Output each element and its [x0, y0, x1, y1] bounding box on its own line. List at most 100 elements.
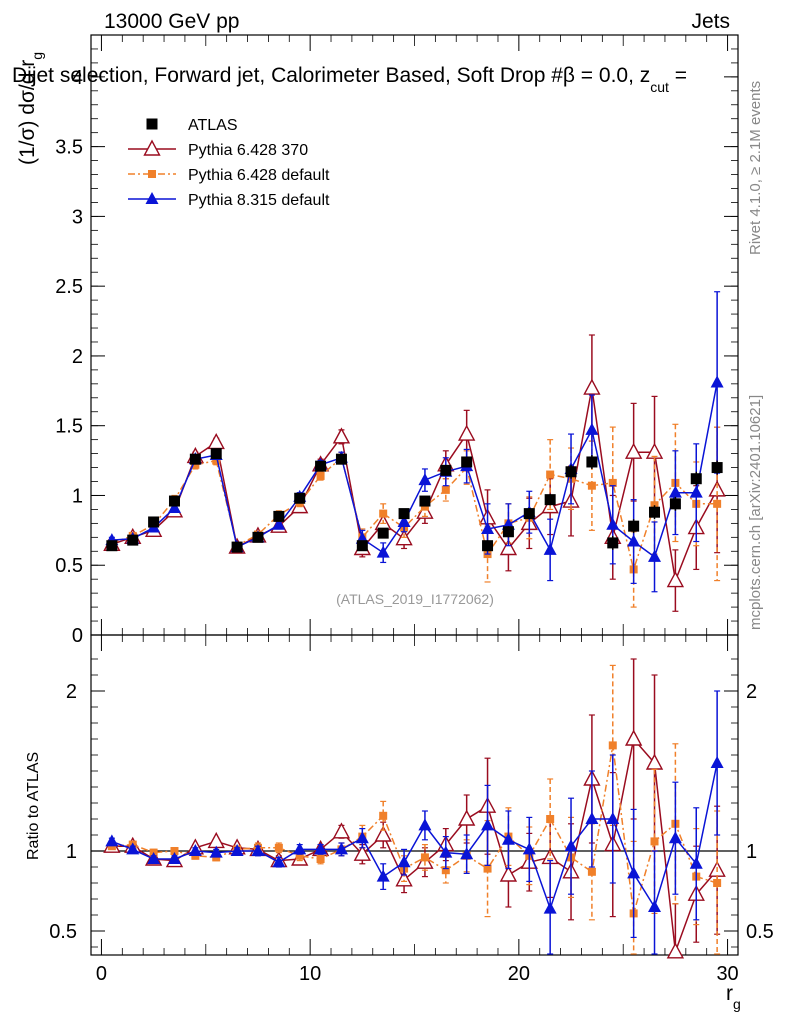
main-point-pythia-6-428-370 [666, 571, 685, 588]
main-y-tick-label: 3 [72, 206, 83, 228]
main-point-atlas [335, 453, 347, 465]
main-point-pythia-6-428-370 [583, 378, 601, 395]
main-point-pythia-8-315-default [668, 485, 682, 498]
main-point-pythia-6-428-370 [458, 424, 476, 441]
main-y-tick-label: 1.5 [55, 416, 83, 438]
ratio-x-tick-label: 0 [96, 963, 107, 985]
main-point-atlas [189, 453, 201, 465]
mcplots-label: mcplots.cern.ch [arXiv:2401.10621] [747, 395, 764, 630]
main-point-pythia-6-428-default [316, 471, 325, 480]
main-point-pythia-6-428-default [546, 470, 555, 479]
main-point-pythia-6-428-default [212, 456, 221, 465]
ratio-point-pythia-6-428-default [441, 866, 450, 875]
ratio-point-pythia-8-315-default [627, 866, 641, 879]
ratio-point-pythia-6-428-370 [624, 729, 643, 746]
plot-title-tail: = [669, 64, 687, 87]
ratio-point-pythia-8-315-default [585, 812, 599, 824]
legend-marker [145, 192, 159, 204]
ratio-x-tick-label: 30 [716, 963, 738, 985]
ratio-point-pythia-6-428-default [608, 741, 617, 750]
ratio-y-axis-label: Ratio to ATLAS [25, 752, 42, 860]
ratio-point-pythia-6-428-default [546, 815, 555, 823]
main-point-pythia-8-315-default [481, 521, 495, 534]
ratio-point-pythia-8-315-default [439, 845, 453, 858]
ratio-point-pythia-6-428-370 [207, 831, 225, 849]
ratio-point-pythia-8-315-default [293, 842, 307, 855]
ratio-point-pythia-6-428-default [587, 867, 596, 876]
main-point-pythia-6-428-default [713, 499, 722, 508]
main-point-atlas [273, 510, 285, 522]
legend-marker [143, 139, 161, 156]
main-point-pythia-8-315-default [543, 542, 557, 555]
ratio-point-pythia-6-428-370 [499, 865, 518, 882]
main-point-atlas [315, 460, 327, 472]
ratio-x-tick-label: 10 [299, 963, 321, 985]
legend-marker [146, 118, 158, 130]
main-point-pythia-8-315-default [606, 517, 620, 530]
ratio-panel-frame [90, 634, 739, 956]
main-point-pythia-8-315-default [272, 517, 286, 530]
main-y-tick-label: 3.5 [55, 137, 83, 159]
ratio-point-pythia-8-315-default [648, 900, 662, 912]
legend: ATLAS Pythia 6.428 370 Pythia 6.428 defaul… [128, 117, 330, 209]
main-point-pythia-6-428-default [608, 478, 617, 487]
ratio-point-pythia-6-428-default [295, 851, 304, 860]
main-point-atlas [690, 473, 702, 485]
ratio-point-pythia-8-315-default [606, 812, 620, 824]
main-y-tick-label: 2 [72, 346, 83, 368]
main-point-pythia-6-428-default [420, 502, 429, 511]
plot-title: Dijet selection, Forward jet, Calorimete… [12, 64, 687, 95]
ratio-point-pythia-8-315-default [188, 844, 202, 856]
main-point-atlas [252, 531, 264, 543]
main-point-pythia-6-428-370 [624, 442, 643, 459]
ratio-point-pythia-8-315-default [167, 852, 181, 864]
main-point-atlas [482, 540, 494, 552]
ratio-point-pythia-6-428-default [274, 843, 283, 852]
main-y-tick-label: 1 [72, 485, 83, 507]
main-y-tick-label: 4 [72, 67, 83, 89]
main-series-group [103, 291, 726, 612]
ratio-point-pythia-8-315-default [710, 756, 724, 768]
ratio-y-tick-label: 1 [66, 841, 77, 863]
main-point-pythia-6-428-370 [207, 432, 225, 450]
ratio-series-line-pythia-6-428-370 [111, 737, 718, 953]
ratio-y-tick-label: 0.5 [49, 921, 77, 943]
legend-marker [148, 170, 156, 178]
ratio-point-pythia-6-428-default [420, 853, 429, 862]
ratio-point-pythia-6-428-370 [458, 809, 476, 826]
main-point-atlas [294, 492, 306, 504]
legend-label: Pythia 8.315 default [188, 192, 330, 209]
main-point-atlas [440, 464, 452, 476]
main-point-atlas [711, 462, 723, 474]
ratio-point-pythia-8-315-default [272, 855, 286, 868]
main-y-axis-label-sub: g [29, 52, 45, 60]
ratio-series-line-pythia-6-428-default [111, 745, 718, 914]
main-point-atlas [148, 516, 160, 528]
ratio-y-tick-label: 2 [66, 681, 77, 703]
ratio-series-group [103, 658, 726, 959]
main-point-atlas [502, 526, 514, 538]
main-point-pythia-8-315-default [418, 473, 432, 486]
ratio-point-pythia-6-428-default [650, 837, 659, 846]
plot-title-sub: cut [650, 79, 669, 95]
ratio-point-pythia-8-315-default [543, 901, 557, 914]
main-point-atlas [649, 506, 661, 518]
ratio-point-pythia-8-315-default [418, 818, 432, 831]
ratio-axes: 0 10 20 30 0.5 0.5 1 1 2 2 [49, 635, 774, 985]
main-point-atlas [586, 456, 598, 468]
legend-label: Pythia 6.428 370 [188, 142, 308, 159]
main-series-line-pythia-8-315-default [111, 382, 718, 559]
main-y-tick-label: 0 [72, 625, 83, 647]
ratio-point-pythia-8-315-default [147, 852, 161, 864]
ratio-point-pythia-6-428-default [316, 855, 325, 863]
main-point-atlas [628, 520, 640, 532]
ratio-series-line-pythia-8-315-default [111, 762, 718, 911]
ratio-y-tick-label-right: 0.5 [746, 921, 774, 943]
ratio-point-pythia-8-315-default [376, 869, 390, 882]
main-point-pythia-6-428-370 [499, 539, 518, 556]
ratio-point-pythia-6-428-default [713, 879, 722, 887]
ratio-point-pythia-6-428-370 [353, 844, 371, 861]
ratio-point-pythia-8-315-default [355, 831, 369, 844]
main-point-pythia-6-428-default [441, 485, 450, 494]
ratio-point-pythia-6-428-default [170, 847, 179, 855]
